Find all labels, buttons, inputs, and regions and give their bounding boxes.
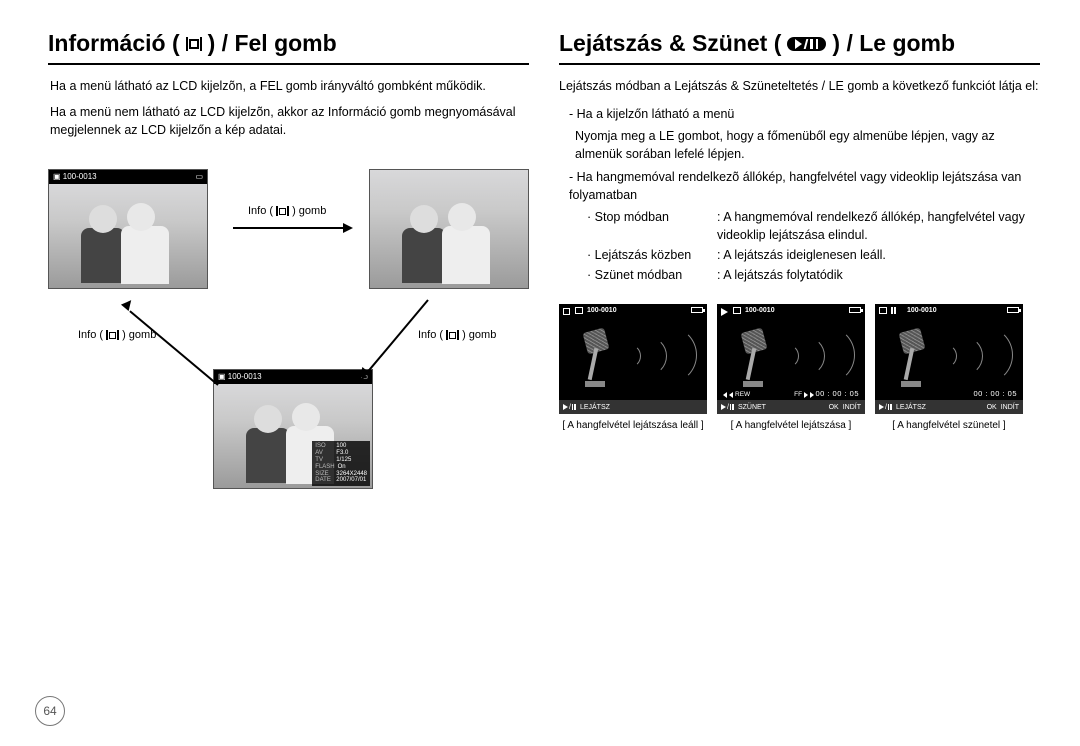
exif-overlay: ISO100 AVF3.0 TV1/125 FLASHOn SIZE3264X2… (312, 441, 370, 486)
bullet-1: - Ha a kijelzőn látható a menü (559, 105, 1040, 123)
thumb-basic: ▣ 100-0013▭ (48, 169, 208, 289)
caption-3: [ A hangfelvétel szünetel ] (875, 420, 1023, 431)
shot-stopped: 100-0010 / LEJÁTSZ (559, 304, 707, 414)
mode-row-stop: · Stop módban : A hangmemóval rendelkező… (559, 208, 1040, 244)
mode-row-pause: · Szünet módban : A lejátszás folytatódi… (559, 266, 1040, 284)
left-para-2: Ha a menü nem látható az LCD kijelzõn, a… (48, 103, 529, 139)
thumb-exif: ▣ 100-0013▭ ISO100 AVF3.0 TV1/125 FLASHO… (213, 369, 373, 489)
thumb-blank (369, 169, 529, 289)
heading-text-post: ) / Fel gomb (208, 30, 337, 57)
shot-paused: 100-0010 00 : 00 : 05 / LEJÁTSZ OK INDÍT (875, 304, 1023, 414)
arrow-top-label: Info ( ) gomb (248, 205, 326, 217)
left-column: Információ ( ) / Fel gomb Ha a menü láth… (48, 30, 529, 509)
play-pause-icon (787, 37, 826, 51)
bullet-1-sub: Nyomja meg a LE gombot, hogy a főmenüből… (559, 127, 1040, 163)
screenshot-row: 100-0010 / LEJÁTSZ 100-0010 REW FF 00 : … (559, 304, 1040, 414)
caption-row: [ A hangfelvétel lejátszása leáll ] [ A … (559, 420, 1040, 431)
arrow-top-head (343, 223, 353, 233)
heading-text-pre: Információ ( (48, 30, 180, 57)
info-diagram: ▣ 100-0013▭ ▣ 100-0013▭ ISO100 AVF3.0 TV… (48, 169, 529, 509)
shot-playing: 100-0010 REW FF 00 : 00 : 05 / SZÜNET OK… (717, 304, 865, 414)
heading-text-post: ) / Le gomb (832, 30, 955, 57)
mode-row-play: · Lejátszás közben : A lejátszás ideigle… (559, 246, 1040, 264)
arrow-left-diag (129, 311, 218, 386)
caption-1: [ A hangfelvétel lejátszása leáll ] (559, 420, 707, 431)
arrow-left-label: Info ( ) gomb (78, 329, 156, 341)
left-para-1: Ha a menü látható az LCD kijelzõn, a FEL… (48, 77, 529, 95)
right-intro: Lejátszás módban a Lejátszás & Szünetelt… (559, 77, 1040, 95)
left-heading: Információ ( ) / Fel gomb (48, 30, 529, 65)
heading-text-pre: Lejátszás & Szünet ( (559, 30, 781, 57)
page-number: 64 (35, 696, 65, 726)
arrow-right-label: Info ( ) gomb (418, 329, 496, 341)
info-icon (186, 37, 202, 51)
right-heading: Lejátszás & Szünet ( ) / Le gomb (559, 30, 1040, 65)
bullet-2: - Ha hangmemóval rendelkezõ állókép, han… (559, 168, 1040, 204)
caption-2: [ A hangfelvétel lejátszása ] (717, 420, 865, 431)
right-column: Lejátszás & Szünet ( ) / Le gomb Lejátsz… (559, 30, 1040, 509)
arrow-top (233, 227, 343, 229)
arrow-left-diag-head (121, 297, 135, 311)
